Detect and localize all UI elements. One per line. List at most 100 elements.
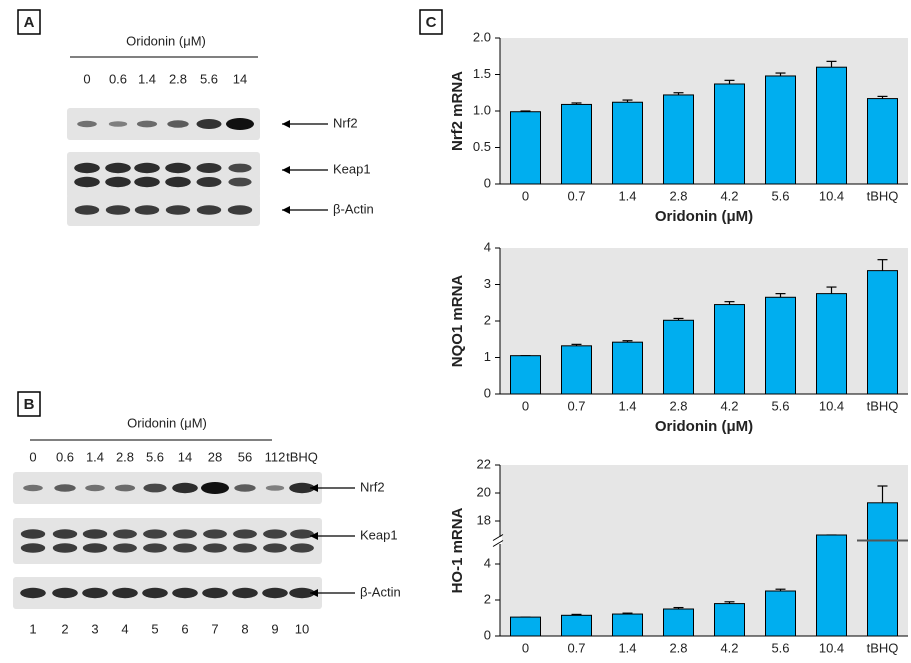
- bar: [511, 617, 541, 636]
- blot-background: [13, 518, 322, 564]
- band: [83, 543, 107, 553]
- lane-label: 2.8: [169, 71, 187, 86]
- arrow-head: [282, 166, 290, 174]
- x-tick-label: 4.2: [720, 398, 738, 413]
- x-tick-label: 0.7: [567, 640, 585, 655]
- panel-label: B: [24, 396, 35, 413]
- bar: [664, 95, 694, 184]
- band: [106, 205, 130, 215]
- lane-label: 0.6: [109, 71, 127, 86]
- x-tick-label: 10.4: [819, 398, 844, 413]
- band: [226, 118, 254, 130]
- lane-number: 5: [151, 621, 158, 636]
- x-tick-label: 1.4: [618, 188, 636, 203]
- bar: [613, 342, 643, 394]
- lane-label: 56: [238, 449, 252, 464]
- band: [228, 164, 251, 173]
- blot-background: [67, 152, 260, 198]
- panel-label: C: [426, 14, 437, 31]
- band: [53, 529, 77, 539]
- bar: [868, 99, 898, 184]
- band: [166, 205, 190, 215]
- bar: [511, 356, 541, 394]
- blot-title: Oridonin (μM): [126, 33, 206, 48]
- lane-label: 14: [233, 71, 247, 86]
- band: [234, 484, 255, 492]
- band-label: Keap1: [360, 527, 398, 542]
- lane-number: 4: [121, 621, 128, 636]
- x-tick-label: 2.8: [669, 640, 687, 655]
- band: [143, 543, 167, 552]
- band: [167, 120, 188, 128]
- bar: [868, 271, 898, 394]
- band: [232, 588, 258, 598]
- figure: A B C Oridonin (μM)00.61.42.85.614Nrf2Ke…: [0, 0, 911, 658]
- x-tick-label: tBHQ: [867, 640, 899, 655]
- bar: [715, 84, 745, 184]
- x-tick-label: 5.6: [771, 398, 789, 413]
- y-tick-label: 0.5: [473, 139, 491, 154]
- lane-label: 1.4: [86, 449, 104, 464]
- x-tick-label: 0.7: [567, 398, 585, 413]
- x-tick-label: tBHQ: [867, 188, 899, 203]
- lane-label: 28: [208, 449, 222, 464]
- band-label: β-Actin: [360, 584, 401, 599]
- band: [228, 205, 252, 215]
- band: [228, 178, 251, 187]
- lane-label: 2.8: [116, 449, 134, 464]
- lane-label: 0: [29, 449, 36, 464]
- lane-number: 3: [91, 621, 98, 636]
- band: [203, 529, 227, 538]
- band: [263, 543, 287, 552]
- x-tick-label: 2.8: [669, 398, 687, 413]
- bar: [664, 320, 694, 394]
- x-tick-label: 4.2: [720, 188, 738, 203]
- band: [266, 485, 284, 491]
- y-tick-label: 2: [484, 312, 491, 327]
- band: [85, 485, 105, 491]
- y-tick-label: 2.0: [473, 29, 491, 44]
- bar: [766, 591, 796, 636]
- band: [137, 121, 157, 128]
- y-tick-label: 4: [484, 239, 491, 254]
- lane-number: 7: [211, 621, 218, 636]
- band-label: Keap1: [333, 161, 371, 176]
- blot-title: Oridonin (μM): [127, 415, 207, 430]
- band-label: Nrf2: [333, 115, 358, 130]
- y-tick-label: 1.5: [473, 66, 491, 81]
- bar: [766, 76, 796, 184]
- band: [54, 484, 75, 492]
- lane-label: 1.4: [138, 71, 156, 86]
- lane-number: 1: [29, 621, 36, 636]
- bar: [562, 615, 592, 636]
- band: [53, 543, 77, 553]
- lane-label: 112: [265, 449, 286, 464]
- band: [105, 177, 131, 187]
- y-tick-label: 3: [484, 276, 491, 291]
- panel-label: A: [24, 14, 35, 31]
- band: [143, 529, 167, 538]
- band: [143, 484, 166, 493]
- lane-label: 5.6: [146, 449, 164, 464]
- band: [112, 588, 138, 598]
- arrow-head: [282, 120, 290, 128]
- band: [23, 485, 43, 491]
- x-tick-label: 5.6: [771, 188, 789, 203]
- band: [21, 529, 45, 539]
- x-axis-label: Oridonin (μM): [655, 418, 753, 435]
- y-axis-label: Nrf2 mRNA: [449, 71, 466, 151]
- band: [165, 177, 191, 187]
- x-tick-label: 5.6: [771, 640, 789, 655]
- y-tick-label: 0: [484, 627, 491, 642]
- band: [172, 483, 198, 493]
- band: [74, 163, 100, 173]
- band: [172, 588, 198, 598]
- x-tick-label: 2.8: [669, 188, 687, 203]
- bar: [562, 104, 592, 184]
- bar: [817, 535, 847, 636]
- band: [197, 205, 221, 215]
- y-tick-label: 18: [477, 512, 491, 527]
- y-tick-label: 1.0: [473, 102, 491, 117]
- y-tick-label: 22: [477, 456, 491, 471]
- band: [233, 543, 257, 552]
